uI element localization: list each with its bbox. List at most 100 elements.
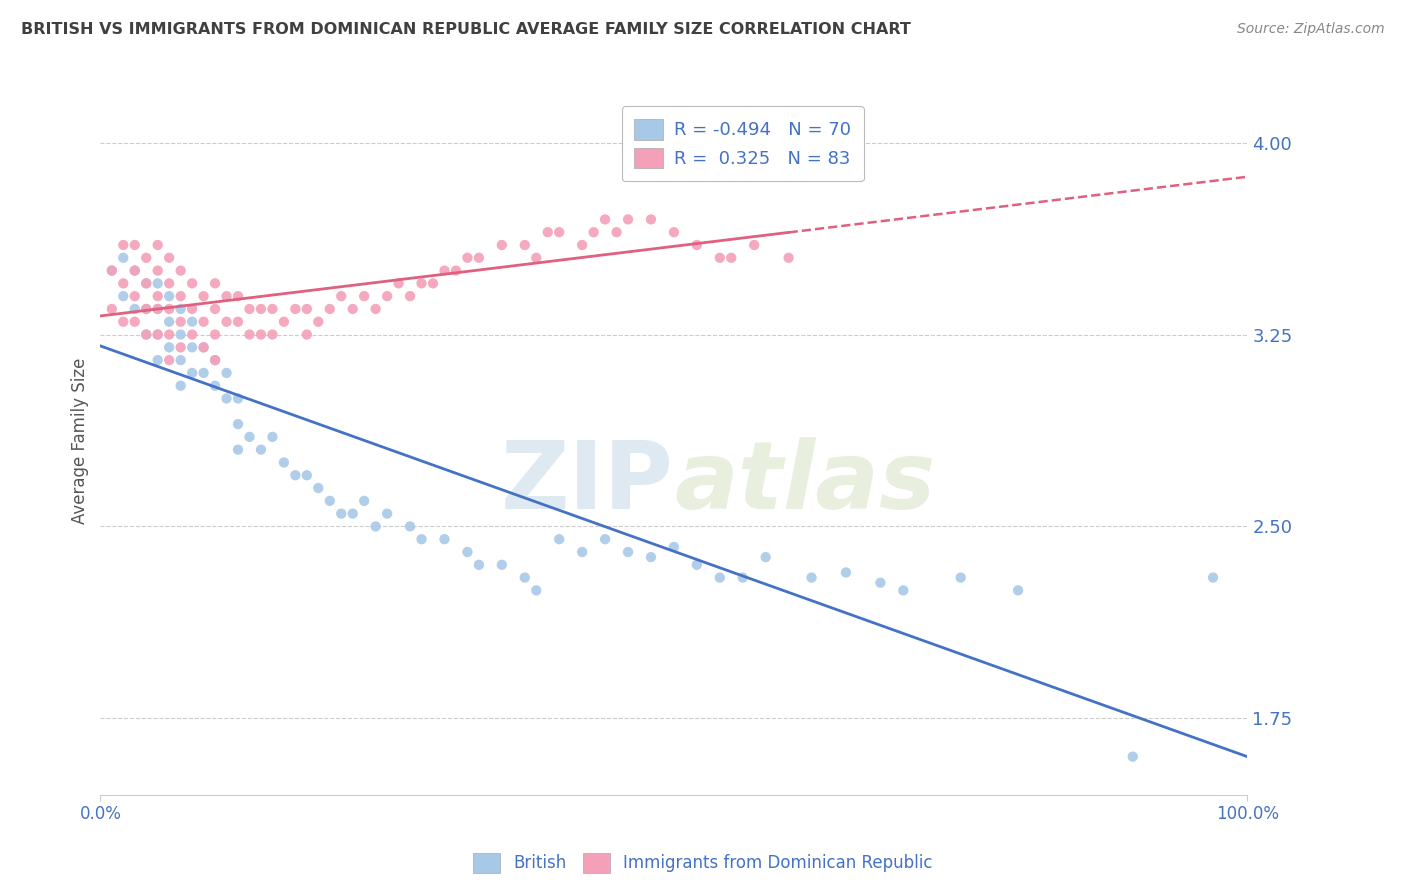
Point bbox=[181, 327, 204, 342]
Point bbox=[468, 251, 491, 265]
Point bbox=[491, 238, 513, 252]
Point bbox=[215, 289, 238, 303]
Point bbox=[226, 417, 249, 431]
Point bbox=[193, 340, 215, 354]
Point bbox=[456, 251, 478, 265]
Point bbox=[204, 353, 226, 368]
Point bbox=[238, 301, 260, 316]
Point bbox=[226, 289, 249, 303]
Point bbox=[135, 301, 157, 316]
Point bbox=[456, 545, 478, 559]
Point bbox=[169, 315, 191, 329]
Point bbox=[124, 289, 146, 303]
Point bbox=[949, 571, 972, 585]
Point bbox=[226, 315, 249, 329]
Point bbox=[193, 366, 215, 380]
Point bbox=[135, 251, 157, 265]
Point bbox=[513, 571, 536, 585]
Point bbox=[319, 493, 342, 508]
Y-axis label: Average Family Size: Average Family Size bbox=[72, 358, 89, 524]
Point bbox=[433, 532, 456, 546]
Point bbox=[1007, 583, 1029, 598]
Point bbox=[307, 315, 329, 329]
Point bbox=[662, 540, 685, 554]
Point bbox=[524, 583, 547, 598]
Point bbox=[640, 550, 662, 565]
Point bbox=[157, 353, 180, 368]
Point bbox=[181, 277, 204, 291]
Point bbox=[215, 366, 238, 380]
Point bbox=[273, 315, 295, 329]
Point bbox=[330, 289, 353, 303]
Point bbox=[135, 277, 157, 291]
Point bbox=[1122, 749, 1144, 764]
Point bbox=[135, 277, 157, 291]
Point bbox=[617, 212, 640, 227]
Point bbox=[238, 327, 260, 342]
Point bbox=[146, 301, 169, 316]
Point bbox=[593, 212, 616, 227]
Point bbox=[640, 212, 662, 227]
Point bbox=[342, 301, 364, 316]
Point bbox=[571, 238, 593, 252]
Point bbox=[226, 442, 249, 457]
Text: ZIP: ZIP bbox=[501, 437, 673, 529]
Point bbox=[720, 251, 742, 265]
Point bbox=[169, 353, 191, 368]
Point bbox=[146, 263, 169, 277]
Point bbox=[295, 327, 318, 342]
Point bbox=[169, 263, 191, 277]
Point bbox=[686, 238, 709, 252]
Point bbox=[193, 340, 215, 354]
Legend: R = -0.494   N = 70, R =  0.325   N = 83: R = -0.494 N = 70, R = 0.325 N = 83 bbox=[621, 106, 863, 181]
Point bbox=[411, 277, 433, 291]
Text: BRITISH VS IMMIGRANTS FROM DOMINICAN REPUBLIC AVERAGE FAMILY SIZE CORRELATION CH: BRITISH VS IMMIGRANTS FROM DOMINICAN REP… bbox=[21, 22, 911, 37]
Point bbox=[204, 353, 226, 368]
Point bbox=[204, 378, 226, 392]
Point bbox=[169, 378, 191, 392]
Point bbox=[204, 327, 226, 342]
Point bbox=[226, 392, 249, 406]
Point bbox=[250, 301, 273, 316]
Point bbox=[284, 468, 307, 483]
Point bbox=[422, 277, 444, 291]
Point bbox=[112, 251, 135, 265]
Point bbox=[709, 571, 731, 585]
Point bbox=[112, 315, 135, 329]
Point bbox=[112, 238, 135, 252]
Point bbox=[593, 532, 616, 546]
Point bbox=[307, 481, 329, 495]
Point bbox=[169, 301, 191, 316]
Point bbox=[193, 289, 215, 303]
Point bbox=[662, 225, 685, 239]
Point bbox=[433, 263, 456, 277]
Point bbox=[157, 289, 180, 303]
Point bbox=[101, 301, 124, 316]
Point bbox=[238, 430, 260, 444]
Point bbox=[169, 327, 191, 342]
Point bbox=[617, 545, 640, 559]
Point bbox=[375, 289, 398, 303]
Point bbox=[101, 263, 124, 277]
Point bbox=[548, 532, 571, 546]
Point bbox=[364, 519, 387, 533]
Point bbox=[146, 327, 169, 342]
Point bbox=[319, 301, 342, 316]
Point bbox=[524, 251, 547, 265]
Point bbox=[262, 430, 284, 444]
Point bbox=[157, 340, 180, 354]
Point bbox=[250, 442, 273, 457]
Point bbox=[146, 277, 169, 291]
Point bbox=[411, 532, 433, 546]
Point bbox=[193, 315, 215, 329]
Point bbox=[262, 301, 284, 316]
Point bbox=[262, 327, 284, 342]
Point bbox=[135, 327, 157, 342]
Point bbox=[250, 327, 273, 342]
Point bbox=[571, 545, 593, 559]
Point bbox=[295, 301, 318, 316]
Point bbox=[157, 251, 180, 265]
Point bbox=[731, 571, 754, 585]
Point bbox=[835, 566, 858, 580]
Point bbox=[146, 327, 169, 342]
